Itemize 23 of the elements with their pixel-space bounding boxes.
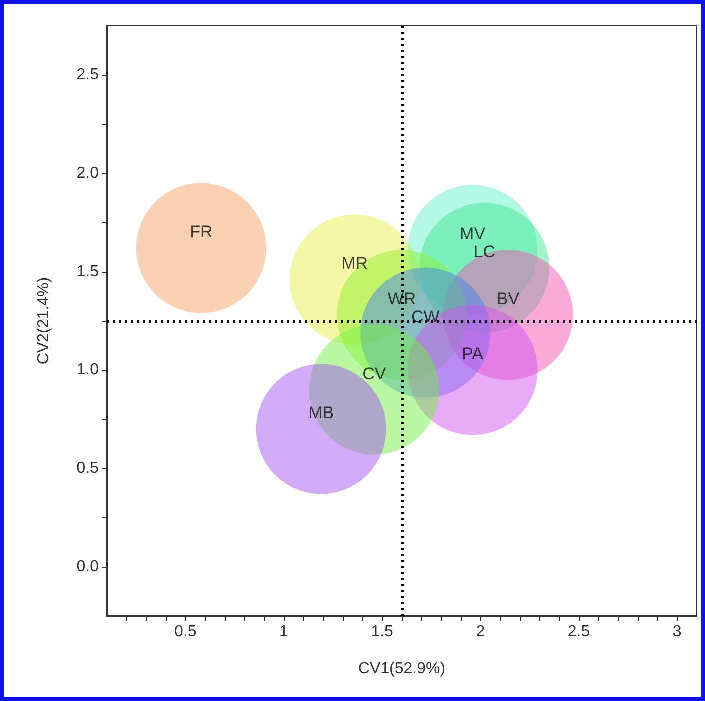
x-tick-label: 0.5 — [174, 624, 197, 640]
series-label: MB — [308, 404, 334, 423]
series-label: LC — [474, 242, 496, 262]
x-tick-label: 3 — [672, 624, 682, 640]
y-axis-title: CV2(21.4%) — [36, 277, 52, 365]
y-tick-label: 2.5 — [76, 66, 100, 84]
y-tick-label: 1.0 — [76, 362, 100, 379]
y-tick-label: 0.0 — [76, 558, 100, 576]
series-label: BV — [496, 290, 520, 309]
x-tick-label: 2 — [476, 624, 486, 640]
x-axis-title: CV1(52.9%) — [358, 660, 446, 678]
series-label: PA — [462, 344, 484, 364]
series-label: FR — [190, 222, 213, 242]
x-tick-label: 1.5 — [371, 624, 394, 640]
y-tick-label: 0.5 — [76, 460, 100, 477]
y-tick-label: 1.5 — [76, 263, 100, 280]
x-tick-label: 1 — [280, 624, 289, 640]
series-label: MV — [460, 224, 486, 244]
x-tick-label: 2.5 — [568, 624, 590, 640]
series-label: CV — [362, 364, 387, 384]
series-label: WR — [388, 290, 416, 309]
y-tick-label: 2.0 — [76, 165, 100, 182]
series-label: MR — [342, 254, 368, 274]
